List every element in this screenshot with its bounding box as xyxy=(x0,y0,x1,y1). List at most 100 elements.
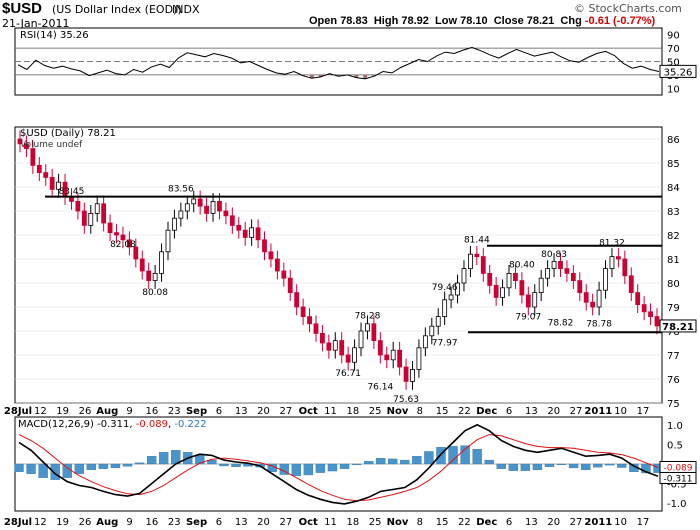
price-bar-body xyxy=(487,272,493,286)
macd-x-label: 2011 xyxy=(584,517,612,528)
price-tick-label: 80 xyxy=(667,279,680,290)
price-bar-body xyxy=(172,217,177,231)
price-bar-body xyxy=(223,210,229,217)
rsi-last-value-box xyxy=(659,64,697,78)
price-annotation-label: 79.46 xyxy=(432,283,458,293)
macd-x-label: 12 xyxy=(34,517,47,528)
price-bar-body xyxy=(114,232,119,236)
macd-x-label: Aug xyxy=(96,517,118,528)
macd-histogram-bar xyxy=(412,456,422,465)
macd-tick-label: -0.5 xyxy=(667,480,687,491)
security-name: (US Dollar Index (EOD)) xyxy=(52,3,182,16)
price-bar-body xyxy=(339,340,345,356)
price-bar-body xyxy=(397,349,403,368)
price-bar-body xyxy=(468,253,473,269)
macd-histogram-bar xyxy=(617,463,627,468)
price-bar-body xyxy=(274,258,280,272)
price-tick-label: 81 xyxy=(667,255,680,266)
price-annotation-label: 80.83 xyxy=(541,250,567,260)
price-bar-body xyxy=(513,272,518,281)
macd-x-label: 17 xyxy=(637,517,650,528)
rsi-tick-label: 10 xyxy=(667,84,680,95)
price-bar-body xyxy=(326,342,332,351)
price-x-label: 22 xyxy=(458,406,471,417)
price-bar-body xyxy=(294,292,300,308)
macd-histogram-bar xyxy=(424,451,434,465)
macd-histogram-bar xyxy=(74,463,84,474)
macd-histogram-bar xyxy=(484,459,494,465)
price-x-label: 2011 xyxy=(584,406,612,417)
macd-histogram-bar xyxy=(605,463,615,466)
price-bar-body xyxy=(332,340,338,351)
price-bar-body xyxy=(36,164,42,173)
price-bar-body xyxy=(635,292,641,306)
macd-histogram-bar xyxy=(544,463,555,467)
macd-x-label: 26 xyxy=(79,517,92,528)
open-value: 78.83 xyxy=(340,15,368,27)
price-tick-label: 77 xyxy=(667,351,680,362)
macd-histogram-bar xyxy=(363,461,374,465)
price-bar-body xyxy=(371,323,377,341)
macd-line xyxy=(18,423,659,505)
price-bar-body xyxy=(365,323,370,332)
price-x-label: Nov xyxy=(387,406,409,417)
price-bar-body xyxy=(615,256,621,260)
macd-x-label: 28Jul xyxy=(4,517,32,528)
macd-x-label: 25 xyxy=(369,517,382,528)
price-x-label: 25 xyxy=(369,406,382,417)
macd-histogram-bar xyxy=(26,463,36,474)
macd-histogram-bar xyxy=(351,463,362,465)
macd-x-label: 11 xyxy=(324,517,337,528)
low-value: 78.10 xyxy=(460,15,488,27)
price-annotation-label: 83.56 xyxy=(168,185,194,195)
price-bar-body xyxy=(538,277,544,294)
macd-x-label: 15 xyxy=(436,517,449,528)
price-annotation-label: 75.63 xyxy=(393,395,419,405)
price-bar-body xyxy=(178,210,184,219)
price-x-label: 16 xyxy=(146,406,159,417)
price-bar-body xyxy=(88,212,94,226)
price-bar-body xyxy=(159,251,164,274)
macd-x-label: 18 xyxy=(346,517,359,528)
price-x-label: 23 xyxy=(168,406,181,417)
price-bar-body xyxy=(525,294,531,308)
price-bar-body xyxy=(628,275,634,293)
rsi-last-value: 35.26 xyxy=(664,67,693,78)
price-bar-body xyxy=(75,200,81,212)
price-bar-body xyxy=(268,251,274,260)
price-bar-body xyxy=(390,349,396,361)
chg-label: Chg xyxy=(560,15,582,27)
macd-histogram-bar xyxy=(207,459,217,465)
price-bar-body xyxy=(551,260,557,269)
macd-histogram-bar xyxy=(14,463,24,472)
price-bar-body xyxy=(532,292,538,308)
macd-x-label: 19 xyxy=(56,517,69,528)
price-bar-body xyxy=(519,280,525,296)
price-bar-body xyxy=(107,222,113,234)
price-annotation-label: 80.08 xyxy=(142,288,168,298)
chart-date: 21-Jan-2011 xyxy=(2,17,70,30)
price-x-label: Oct xyxy=(299,406,318,417)
price-tick-label: 84 xyxy=(667,183,680,194)
price-bar-body xyxy=(120,234,126,241)
close-label: Close xyxy=(493,15,524,27)
price-bar-body xyxy=(654,316,660,327)
macd-x-label: 9 xyxy=(126,517,132,528)
macd-histogram-bar xyxy=(122,463,133,467)
macd-x-label: 20 xyxy=(547,517,560,528)
price-x-label: 11 xyxy=(324,406,337,417)
macd-x-label: Nov xyxy=(387,517,409,528)
price-bar-body xyxy=(197,198,203,207)
price-annotation-label: 79.07 xyxy=(515,312,541,322)
macd-x-label: Oct xyxy=(299,517,318,528)
macd-value-box xyxy=(659,471,697,484)
macd-histogram-bar xyxy=(98,463,109,469)
price-legend: $USD (Daily) 78.21 xyxy=(20,128,116,139)
price-x-label: Aug xyxy=(96,406,118,417)
price-x-label: 20 xyxy=(547,406,560,417)
macd-histogram-bar xyxy=(146,456,157,465)
price-bar-body xyxy=(184,203,190,212)
price-bar-body xyxy=(410,368,415,382)
price-tick-label: 82 xyxy=(667,231,680,242)
volume-legend: Volume undef xyxy=(20,140,83,150)
